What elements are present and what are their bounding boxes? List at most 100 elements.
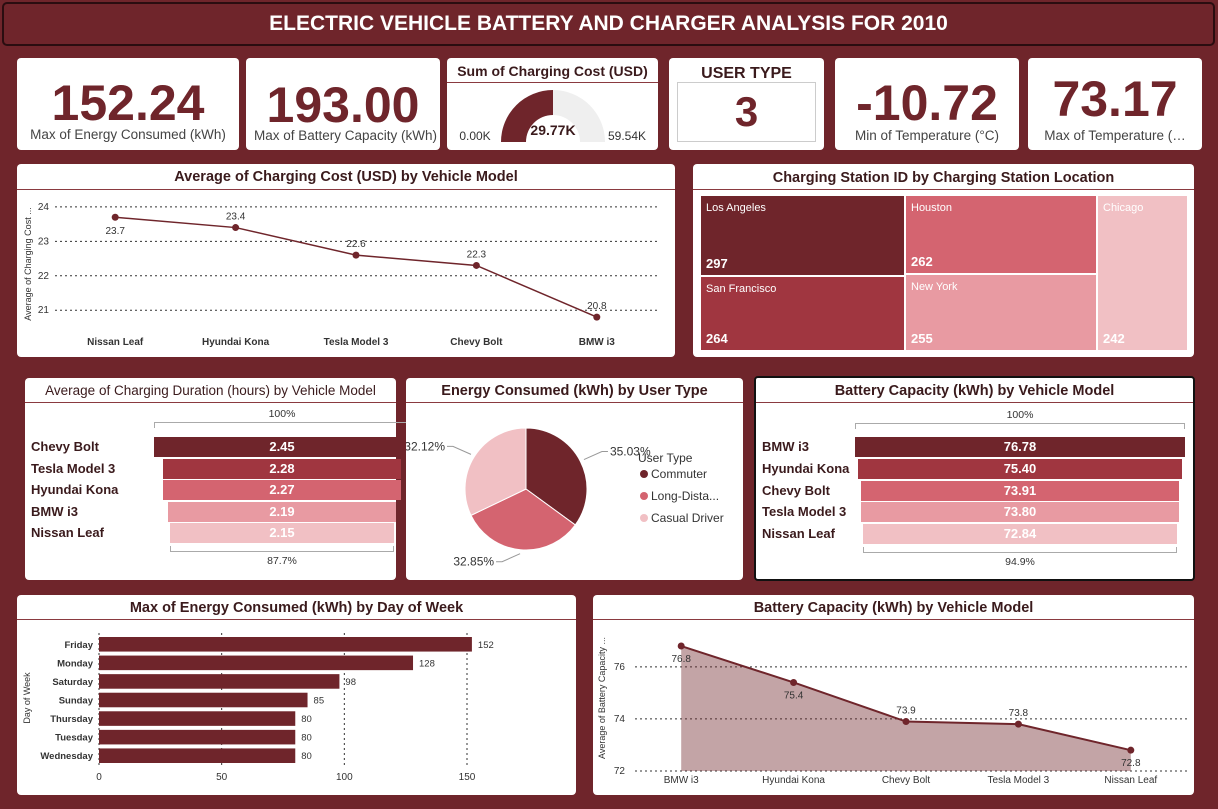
y-tick-label: Monday: [57, 658, 94, 669]
gauge-fill: [501, 90, 553, 142]
funnel-category-label: Tesla Model 3: [762, 504, 847, 520]
kpi-card-max-temp[interactable]: 73.17 Max of Temperature (…: [1028, 58, 1202, 150]
x-tick-label: Hyundai Kona: [202, 337, 270, 348]
battery-area-panel[interactable]: Battery Capacity (kWh) by Vehicle Model …: [593, 595, 1194, 795]
battery-area-chart: Average of Battery Capacity ... 76 74 72 76…: [597, 637, 1187, 786]
x-tick-label: Tesla Model 3: [988, 775, 1050, 786]
avg-cost-line-chart: Average of Charging Cost ... 24 23 22 21 23.…: [23, 202, 657, 348]
data-point: [790, 678, 798, 686]
treemap-value: 242: [1103, 331, 1125, 346]
bar: [99, 692, 308, 708]
bar: [99, 711, 296, 726]
title-underline: [693, 189, 1194, 190]
funnel-bar: 73.91: [861, 480, 1179, 501]
treemap-label: Chicago: [1103, 202, 1144, 214]
treemap-cell-los-angeles[interactable]: Los Angeles 297: [700, 195, 905, 276]
data-label: 128: [419, 658, 435, 669]
kpi-value: 193.00: [266, 77, 420, 133]
x-tick-label: 100: [336, 772, 353, 783]
y-tick-label: 23: [38, 236, 50, 247]
funnel-top-label: 100%: [1006, 409, 1034, 421]
data-label: 73.8: [1009, 708, 1029, 719]
funnel-category-label: BMW i3: [762, 439, 809, 454]
kpi-card-min-temp[interactable]: -10.72 Min of Temperature (°C): [835, 58, 1019, 150]
legend-marker: [640, 514, 648, 522]
title-banner: ELECTRIC VEHICLE BATTERY AND CHARGER ANA…: [2, 2, 1215, 46]
data-label: 23.4: [226, 212, 246, 223]
x-tick-label: 150: [459, 772, 476, 783]
leader-line: [583, 451, 608, 461]
gauge-title: Sum of Charging Cost (USD): [457, 63, 648, 79]
treemap-cell-san-francisco[interactable]: San Francisco 264: [700, 276, 905, 351]
funnel-bar: 72.84: [863, 524, 1177, 545]
data-label: 76.8: [671, 654, 691, 665]
battery-funnel-panel[interactable]: Battery Capacity (kWh) by Vehicle Model …: [754, 376, 1195, 581]
kpi-card-max-battery[interactable]: 193.00 Max of Battery Capacity (kWh): [246, 58, 440, 150]
data-point: [1014, 720, 1022, 728]
data-label: 152: [478, 640, 494, 651]
y-tick-label: 72: [614, 766, 626, 777]
title-underline: [406, 402, 743, 403]
funnel-category-label: Hyundai Kona: [31, 482, 119, 497]
energy-pie-panel[interactable]: Energy Consumed (kWh) by User Type User …: [406, 378, 743, 580]
chart-title: Battery Capacity (kWh) by Vehicle Model: [753, 600, 1034, 616]
treemap-cell-new-york[interactable]: New York 255: [905, 274, 1097, 351]
energy-day-bar-panel[interactable]: Max of Energy Consumed (kWh) by Day of W…: [17, 595, 576, 795]
gauge-min: 0.00K: [459, 129, 490, 143]
y-tick-label: Sunday: [59, 696, 94, 707]
y-tick-label: Wednesday: [40, 751, 93, 762]
station-treemap-panel[interactable]: Charging Station ID by Charging Station …: [693, 164, 1194, 357]
gauge-max: 59.54K: [608, 129, 646, 143]
user-type-card[interactable]: USER TYPE 3: [669, 58, 824, 150]
avg-cost-line-panel[interactable]: Average of Charging Cost (USD) by Vehicl…: [17, 164, 675, 357]
x-tick-label: Nissan Leaf: [1104, 775, 1157, 786]
funnel-bar: 2.15: [169, 523, 395, 543]
y-tick-label: 21: [38, 305, 50, 316]
data-point: [677, 642, 685, 650]
pie-slice: [470, 488, 576, 551]
chart-title: Battery Capacity (kWh) by Vehicle Model: [834, 383, 1115, 399]
user-type-box: 3: [677, 82, 816, 142]
chart-title: Charging Station ID by Charging Station …: [772, 170, 1115, 186]
energy-pie-chart: User Type 35.03%Commuter 32.85% Long-Dista…: [406, 427, 724, 569]
data-point: [111, 213, 119, 221]
x-tick-label: BMW i3: [579, 337, 616, 348]
treemap-cell-houston[interactable]: Houston 262: [905, 195, 1097, 274]
slice-label: 32.85%: [453, 555, 494, 569]
funnel-top-bracket: [154, 422, 410, 428]
area-fill: [681, 646, 1131, 771]
data-label: 80: [301, 751, 312, 762]
kpi-label: Max of Energy Consumed (kWh): [30, 127, 226, 142]
pie-slice: [525, 427, 588, 526]
title-underline: [25, 402, 396, 403]
kpi-value: -10.72: [856, 75, 998, 131]
series-line: [115, 216, 598, 318]
y-tick-label: 74: [614, 714, 626, 725]
data-label: 20.8: [587, 301, 607, 312]
duration-funnel-panel[interactable]: Average of Charging Duration (hours) by …: [25, 378, 410, 580]
x-tick-label: Chevy Bolt: [450, 337, 503, 348]
y-tick-label: 22: [38, 271, 50, 282]
treemap-label: San Francisco: [706, 283, 777, 295]
slice-label: 32.12%: [406, 439, 445, 453]
y-axis-title: Average of Charging Cost ...: [23, 207, 33, 320]
x-tick-label: 50: [216, 772, 228, 783]
funnel-category-label: Nissan Leaf: [31, 525, 104, 540]
data-point: [472, 261, 480, 269]
x-tick-label: Chevy Bolt: [882, 775, 931, 786]
funnel-bar: 2.28: [162, 458, 402, 479]
gauge-chart: 29.77K 0.00K 59.54K: [459, 90, 646, 143]
treemap-cell-chicago[interactable]: Chicago 242: [1097, 195, 1188, 351]
kpi-label: Min of Temperature (°C): [855, 128, 999, 143]
chart-title: Max of Energy Consumed (kWh) by Day of W…: [129, 600, 464, 616]
user-type-title: USER TYPE: [701, 65, 792, 82]
funnel-bar: 2.27: [163, 480, 401, 500]
treemap-value: 255: [911, 331, 933, 346]
data-point: [593, 313, 601, 321]
y-tick-label: Saturday: [52, 677, 93, 688]
kpi-card-max-energy[interactable]: 152.24 Max of Energy Consumed (kWh): [17, 58, 239, 150]
gauge-card-charging-cost[interactable]: Sum of Charging Cost (USD) 29.77K 0.00K …: [447, 58, 658, 150]
funnel-bar: 2.19: [167, 501, 397, 522]
bar: [99, 674, 340, 689]
funnel-category-label: BMW i3: [31, 503, 78, 519]
